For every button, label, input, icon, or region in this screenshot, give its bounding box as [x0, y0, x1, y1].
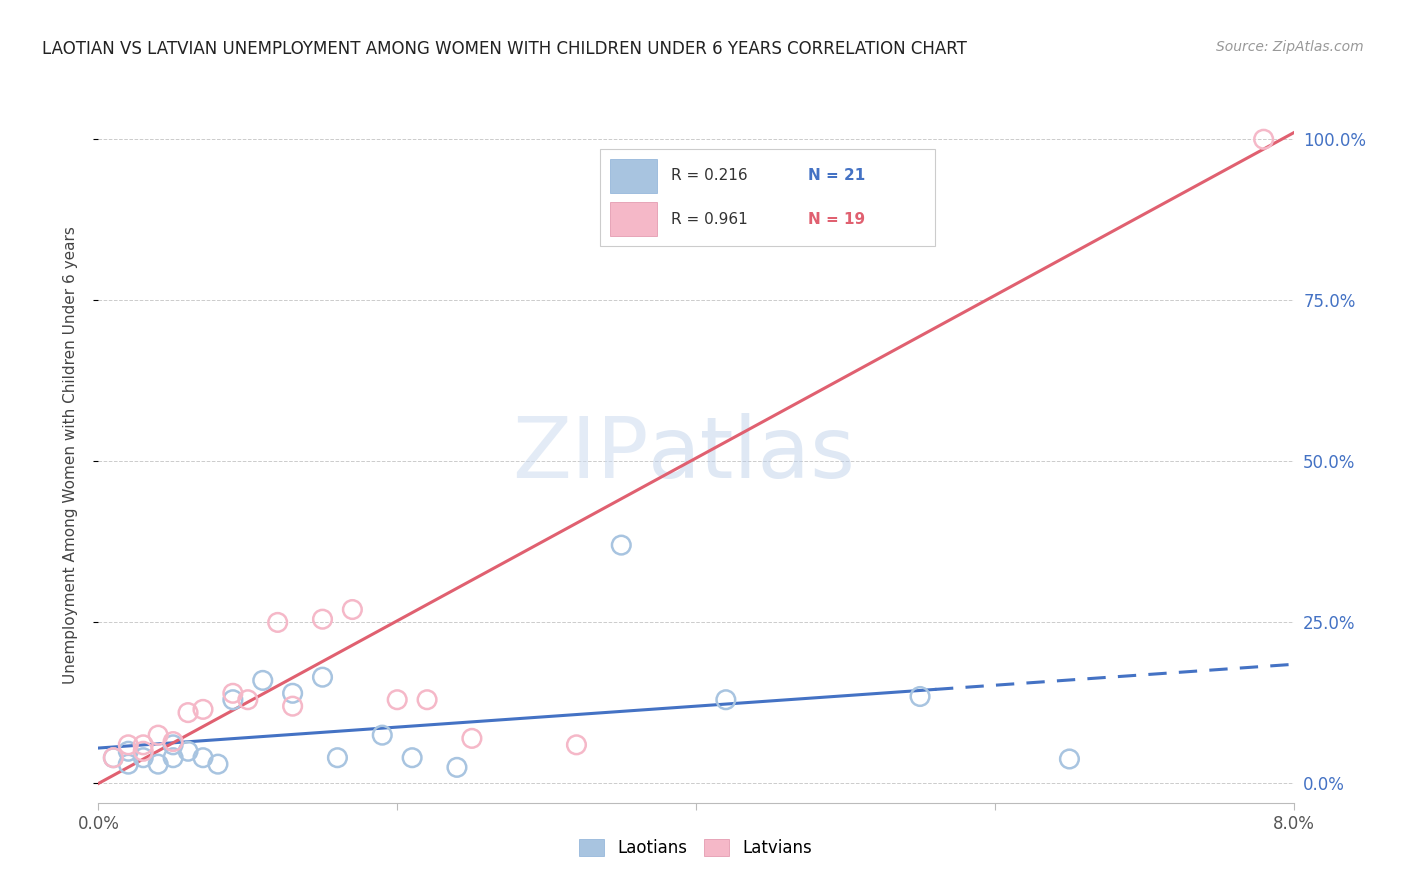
Point [385, 692, 409, 706]
Point [326, 750, 349, 764]
Point [117, 738, 139, 752]
Point [177, 744, 200, 758]
Point [117, 744, 139, 758]
Point [281, 686, 304, 700]
Point [236, 692, 259, 706]
Text: Source: ZipAtlas.com: Source: ZipAtlas.com [1216, 40, 1364, 54]
Text: ZIP: ZIP [512, 413, 648, 497]
Point [401, 750, 423, 764]
Point [191, 750, 214, 764]
Point [252, 673, 274, 688]
Point [222, 686, 245, 700]
Point [311, 612, 333, 626]
Legend: Laotians, Latvians: Laotians, Latvians [572, 832, 820, 864]
Point [446, 760, 468, 774]
Text: LAOTIAN VS LATVIAN UNEMPLOYMENT AMONG WOMEN WITH CHILDREN UNDER 6 YEARS CORRELAT: LAOTIAN VS LATVIAN UNEMPLOYMENT AMONG WO… [42, 40, 967, 58]
Point [565, 738, 588, 752]
Point [371, 728, 394, 742]
Point [103, 750, 125, 764]
Point [267, 615, 290, 630]
Point [342, 602, 364, 616]
Point [132, 738, 155, 752]
Point [132, 750, 155, 764]
Y-axis label: Unemployment Among Women with Children Under 6 years: Unemployment Among Women with Children U… [63, 226, 77, 684]
Point [162, 738, 184, 752]
Point [103, 750, 125, 764]
Point [416, 692, 439, 706]
Point [148, 728, 170, 742]
Point [148, 757, 170, 772]
Point [162, 734, 184, 748]
Point [177, 706, 200, 720]
Point [610, 538, 633, 552]
Point [908, 690, 931, 704]
Point [132, 744, 155, 758]
Point [117, 757, 139, 772]
Point [714, 692, 737, 706]
Point [281, 699, 304, 714]
Point [207, 757, 229, 772]
Point [461, 731, 484, 746]
Point [222, 692, 245, 706]
Text: atlas: atlas [648, 413, 856, 497]
Point [311, 670, 333, 684]
Point [162, 750, 184, 764]
Point [1253, 132, 1275, 146]
Point [1059, 752, 1081, 766]
Point [191, 702, 214, 716]
